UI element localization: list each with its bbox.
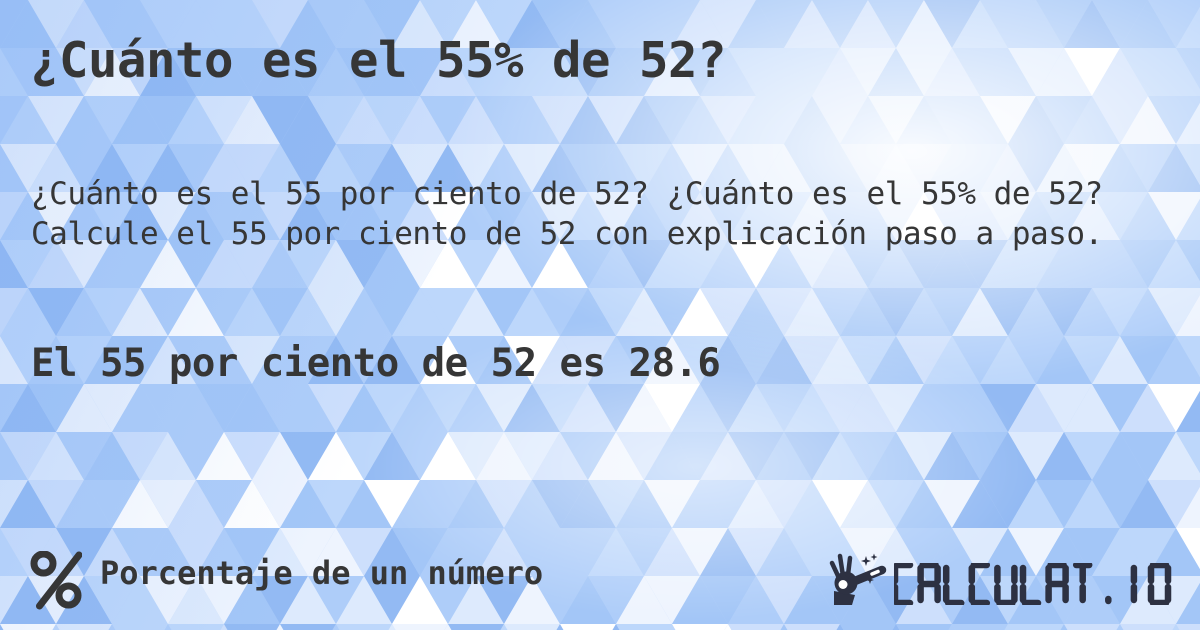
magic-wand-hand-icon xyxy=(829,553,887,605)
description-line-1: ¿Cuánto es el 55 por ciento de 52? ¿Cuán… xyxy=(31,176,1103,212)
page-title: ¿Cuánto es el 55% de 52? xyxy=(30,32,727,89)
answer-text: El 55 por ciento de 52 es 28.6 xyxy=(31,341,721,386)
description-line-2: Calcule el 55 por ciento de 52 con expli… xyxy=(31,216,1103,252)
description-text: ¿Cuánto es el 55 por ciento de 52? ¿Cuán… xyxy=(31,174,1103,254)
brand-logo xyxy=(824,550,1172,605)
category-label: Porcentaje de un número xyxy=(100,554,544,592)
brand-logo-text xyxy=(894,563,1172,605)
category-row: Porcentaje de un número xyxy=(30,551,543,610)
percent-icon xyxy=(30,551,82,610)
